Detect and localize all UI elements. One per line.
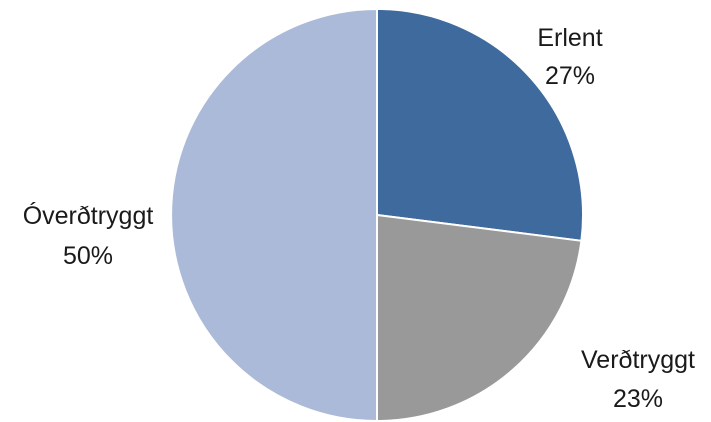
slice-value-verdtryggt: 23% — [613, 385, 663, 413]
slice-label-overdtryggt: Óverðtryggt — [23, 201, 154, 230]
slice-label-verdtryggt: Verðtryggt — [581, 346, 695, 374]
slice-label-erlent: Erlent — [537, 24, 602, 52]
pie-slice-2 — [170, 7, 378, 422]
slice-value-overdtryggt: 50% — [63, 242, 113, 270]
slice-value-erlent: 27% — [545, 62, 595, 90]
pie-slice-0 — [376, 7, 584, 242]
pie-slice-1 — [376, 213, 583, 422]
pie-slices — [170, 7, 584, 422]
pie-labels: Erlent 27% Verðtryggt 23% Óverðtryggt 50… — [23, 24, 695, 413]
